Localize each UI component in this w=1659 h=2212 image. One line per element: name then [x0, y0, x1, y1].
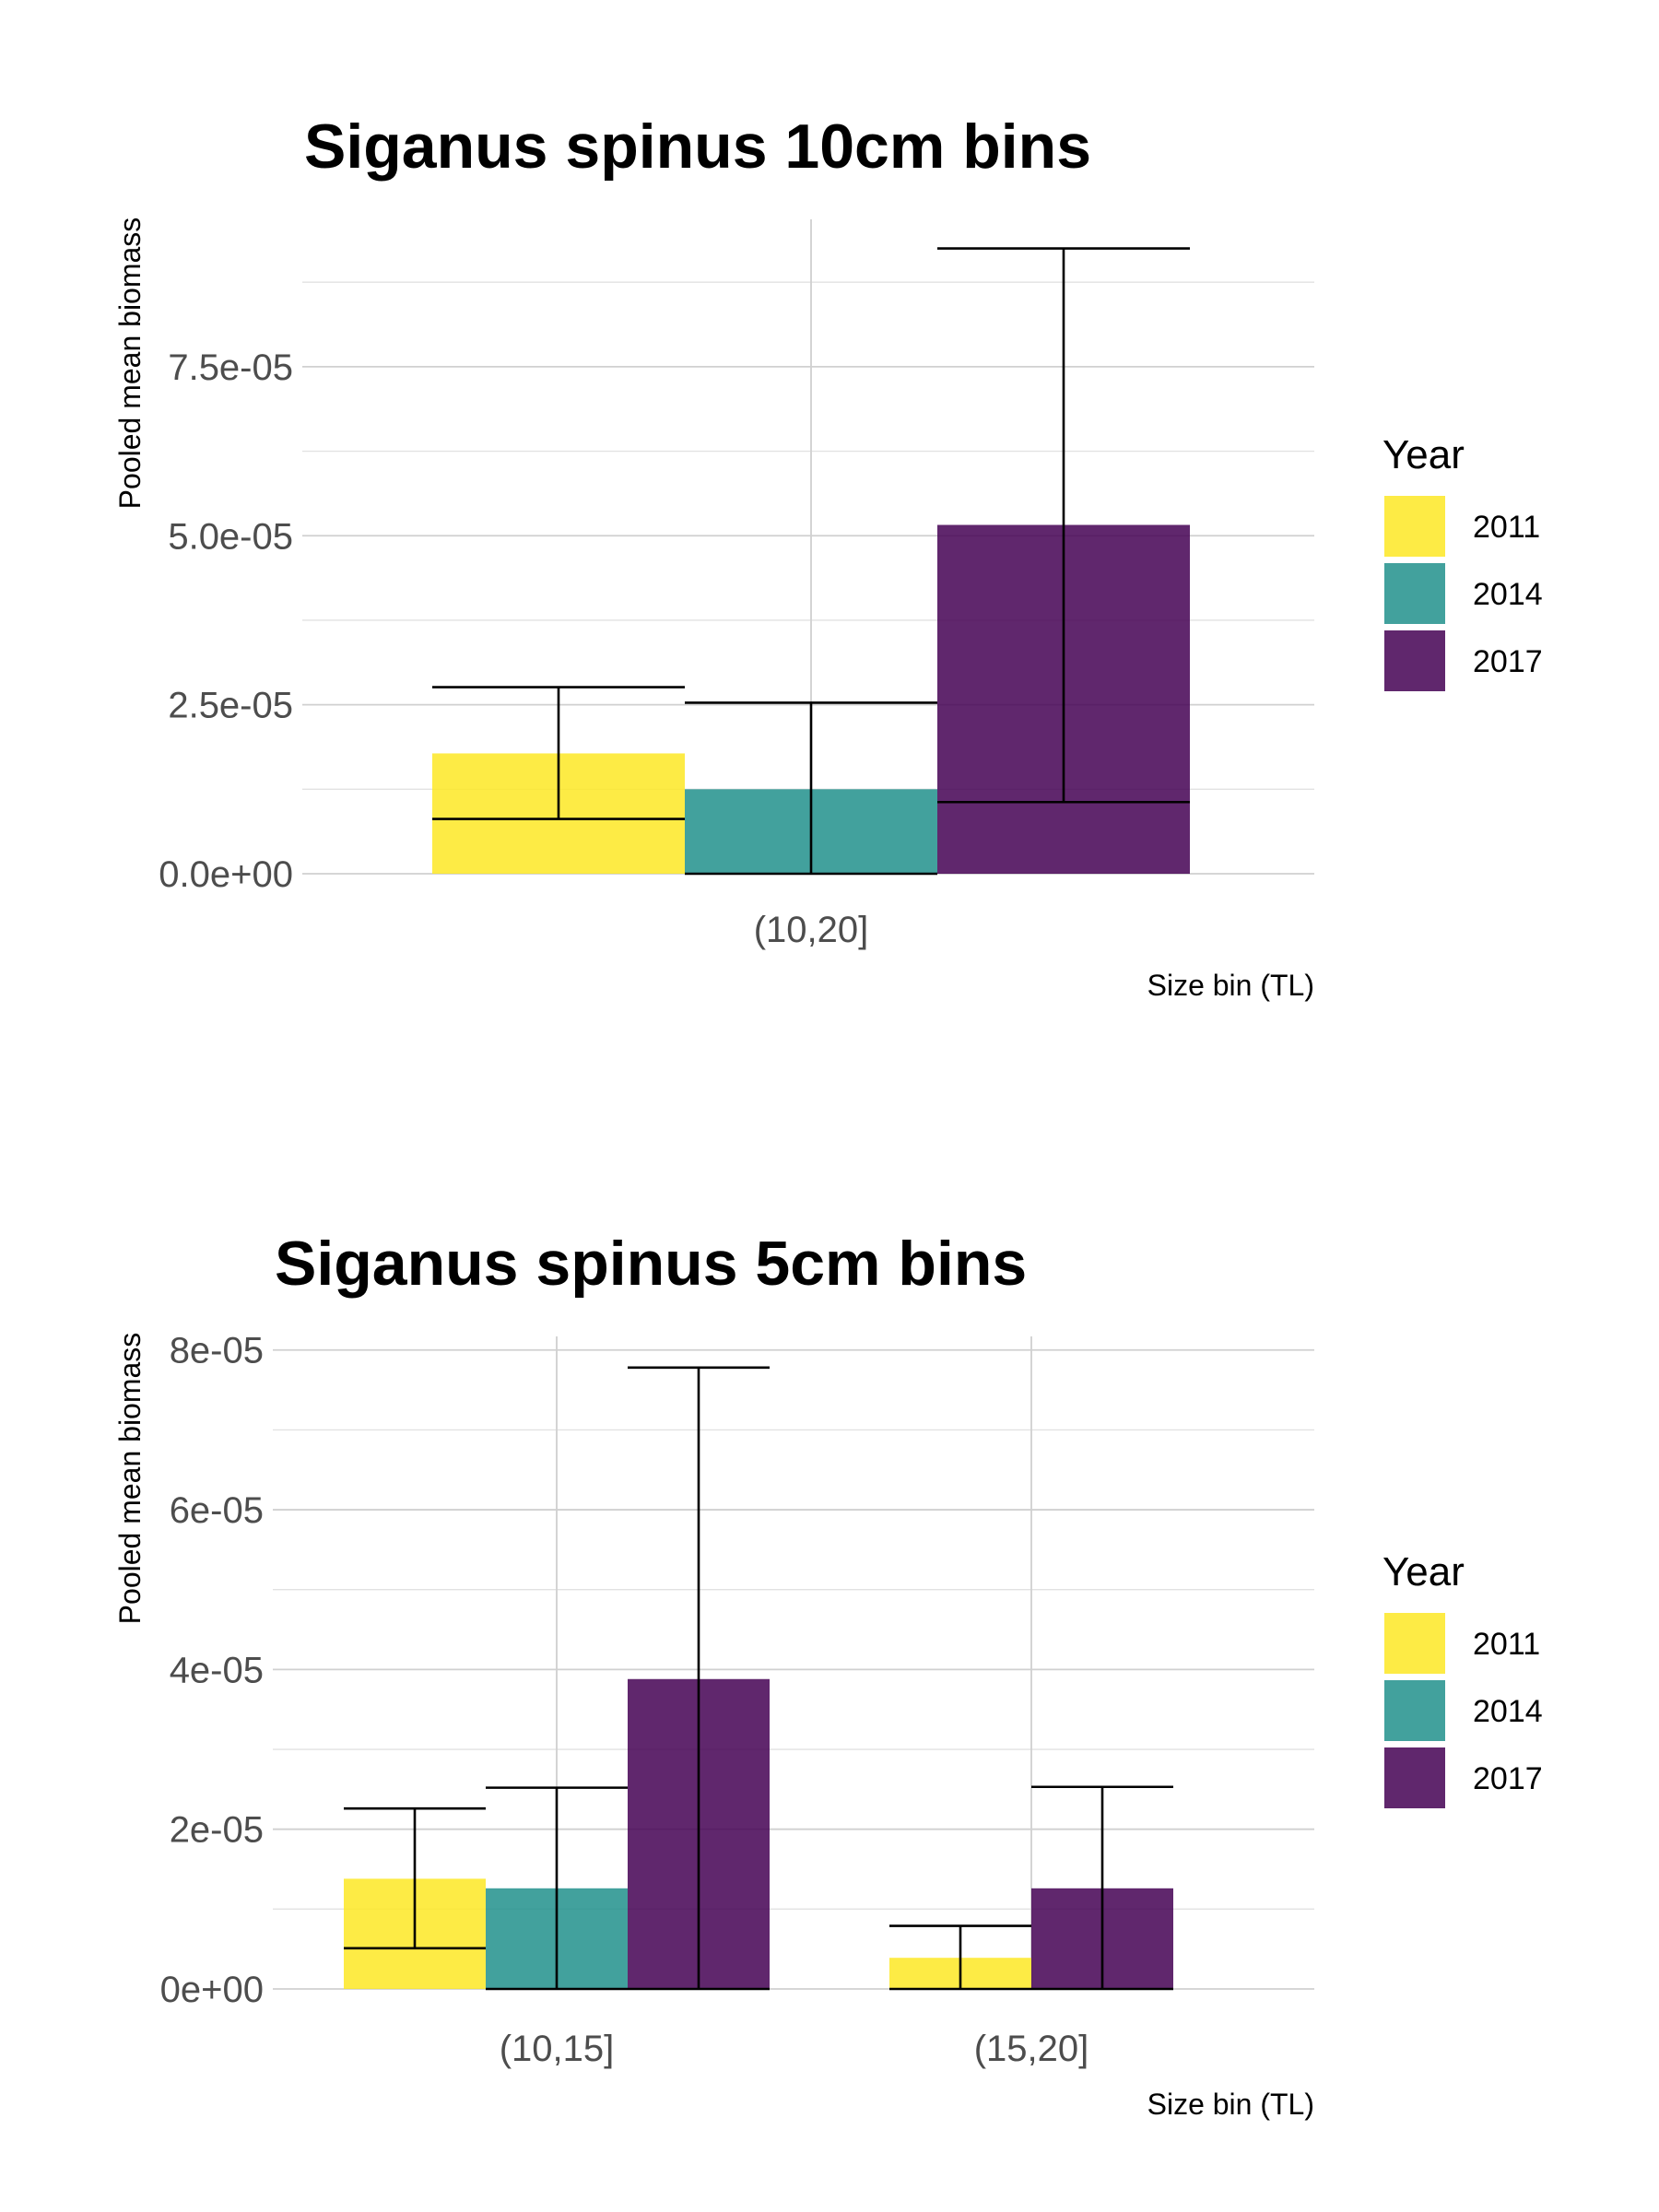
x-axis-label: Size bin (TL) — [1147, 2088, 1314, 2121]
y-axis-label: Pooled mean biomass — [113, 218, 147, 510]
legend-title: Year — [1382, 432, 1465, 477]
y-tick-label: 5.0e-05 — [168, 516, 293, 557]
legend-label: 2017 — [1473, 644, 1543, 679]
x-tick-labels: (10,15] (15,20] — [500, 2029, 1089, 2069]
legend-title: Year — [1382, 1549, 1465, 1594]
chart-10cm-bins: Siganus spinus 10cm bins 0.0e+00 2.5e-05 5… — [113, 112, 1543, 1002]
error-bars — [344, 1366, 1173, 1991]
chart-title: Siganus spinus 5cm bins — [275, 1229, 1027, 1299]
error-bar-2011 — [344, 1806, 486, 1950]
y-tick-label: 8e-05 — [170, 1331, 264, 1371]
error-bar-2011 — [432, 686, 685, 820]
legend-label: 2011 — [1473, 510, 1540, 545]
legend-key-2011 — [1384, 496, 1445, 557]
y-tick-label: 6e-05 — [170, 1490, 264, 1531]
y-tick-labels: 0e+00 2e-05 4e-05 6e-05 8e-05 — [160, 1331, 264, 2010]
y-tick-label: 7.5e-05 — [168, 347, 293, 388]
error-bar-2014 — [486, 1786, 628, 1991]
error-bars — [432, 247, 1190, 876]
y-tick-label: 2.5e-05 — [168, 686, 293, 726]
legend-label: 2014 — [1473, 577, 1543, 612]
x-tick-label: (15,20] — [974, 2029, 1089, 2069]
x-tick-label: (10,20] — [754, 910, 869, 950]
error-bar-2011 — [889, 1924, 1031, 1991]
y-tick-labels: 0.0e+00 2.5e-05 5.0e-05 7.5e-05 — [159, 347, 293, 895]
y-axis-label: Pooled mean biomass — [113, 1333, 147, 1625]
legend-key-2014 — [1384, 563, 1445, 624]
y-tick-label: 4e-05 — [170, 1650, 264, 1690]
error-bar-2017 — [628, 1366, 770, 1991]
y-tick-label: 2e-05 — [170, 1810, 264, 1851]
chart-title: Siganus spinus 10cm bins — [304, 112, 1091, 182]
legend-key-2017 — [1384, 1747, 1445, 1808]
x-axis-label: Size bin (TL) — [1147, 969, 1314, 1002]
y-tick-label: 0.0e+00 — [159, 854, 293, 895]
x-tick-labels: (10,20] — [754, 910, 869, 950]
error-bar-2014 — [685, 701, 937, 876]
y-tick-label: 0e+00 — [160, 1970, 264, 2010]
error-bar-2017 — [937, 247, 1190, 804]
legend-key-2017 — [1384, 630, 1445, 691]
error-bar-2017 — [1031, 1785, 1173, 1991]
chart-5cm-bins: Siganus spinus 5cm bins 0e+00 2e-05 4e-05 6… — [113, 1229, 1543, 2121]
legend-label: 2011 — [1473, 1627, 1540, 1662]
legend-key-2014 — [1384, 1680, 1445, 1741]
x-tick-label: (10,15] — [500, 2029, 615, 2069]
legend-key-2011 — [1384, 1613, 1445, 1674]
legend-label: 2017 — [1473, 1761, 1543, 1796]
legend-label: 2014 — [1473, 1694, 1543, 1729]
